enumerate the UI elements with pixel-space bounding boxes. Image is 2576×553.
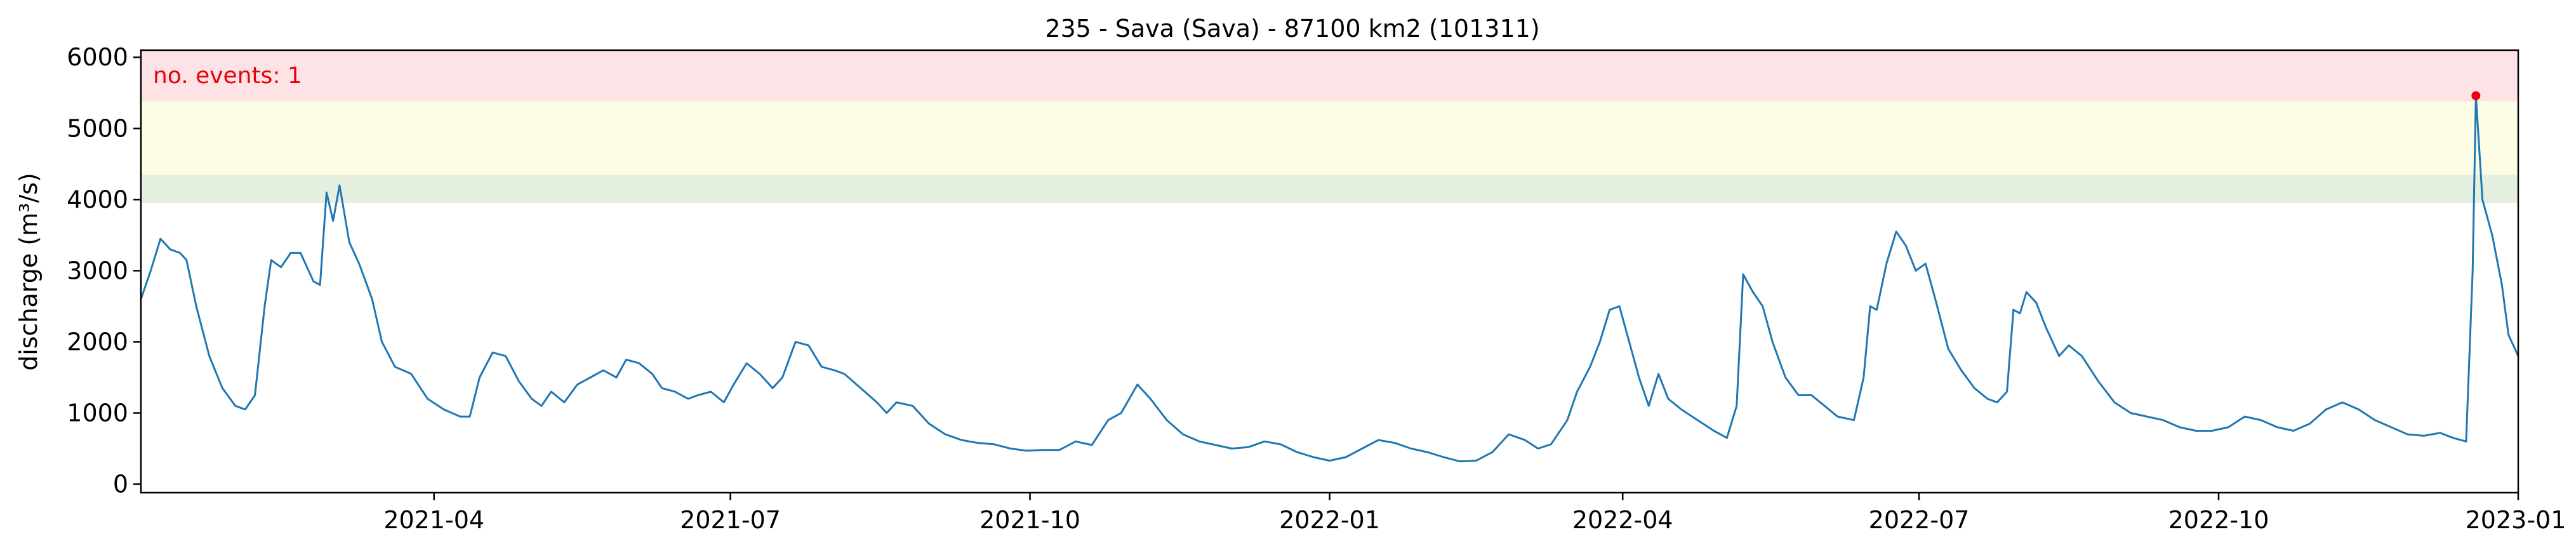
y-tick-label: 5000 <box>67 114 128 142</box>
event-marker <box>2471 91 2481 100</box>
threshold-band-1 <box>141 101 2518 175</box>
threshold-bands <box>141 50 2518 203</box>
x-tick-label: 2022-10 <box>2168 506 2269 534</box>
series-layer <box>140 91 2520 463</box>
y-tick-label: 4000 <box>67 185 128 213</box>
x-tick-label: 2022-04 <box>1572 506 1673 534</box>
y-tick-label: 2000 <box>67 328 128 356</box>
y-tick-label: 0 <box>113 470 128 498</box>
chart-title: 235 - Sava (Sava) - 87100 km2 (101311) <box>1045 15 1539 43</box>
x-tick-label: 2022-01 <box>1279 506 1380 534</box>
y-axis-title: discharge (m³/s) <box>15 173 43 371</box>
y-axis: 0 1000 2000 3000 4000 5000 6000 <box>67 43 141 498</box>
threshold-band-2 <box>141 50 2518 102</box>
y-tick-label: 1000 <box>67 399 128 427</box>
y-tick-label: 6000 <box>67 43 128 71</box>
x-tick-label: 2022-07 <box>1869 506 1970 534</box>
discharge-series-line <box>140 95 2520 463</box>
threshold-band-0 <box>141 175 2518 203</box>
x-tick-label: 2021-10 <box>979 506 1080 534</box>
x-tick-label: 2021-07 <box>680 506 781 534</box>
event-count-annotation: no. events: 1 <box>153 63 302 89</box>
x-tick-label: 2023-01 <box>2466 506 2566 534</box>
x-tick-label: 2021-04 <box>383 506 484 534</box>
x-axis: 2021-04 2021-07 2021-10 2022-01 2022-04 2022-… <box>383 493 2566 534</box>
y-tick-label: 3000 <box>67 257 128 284</box>
